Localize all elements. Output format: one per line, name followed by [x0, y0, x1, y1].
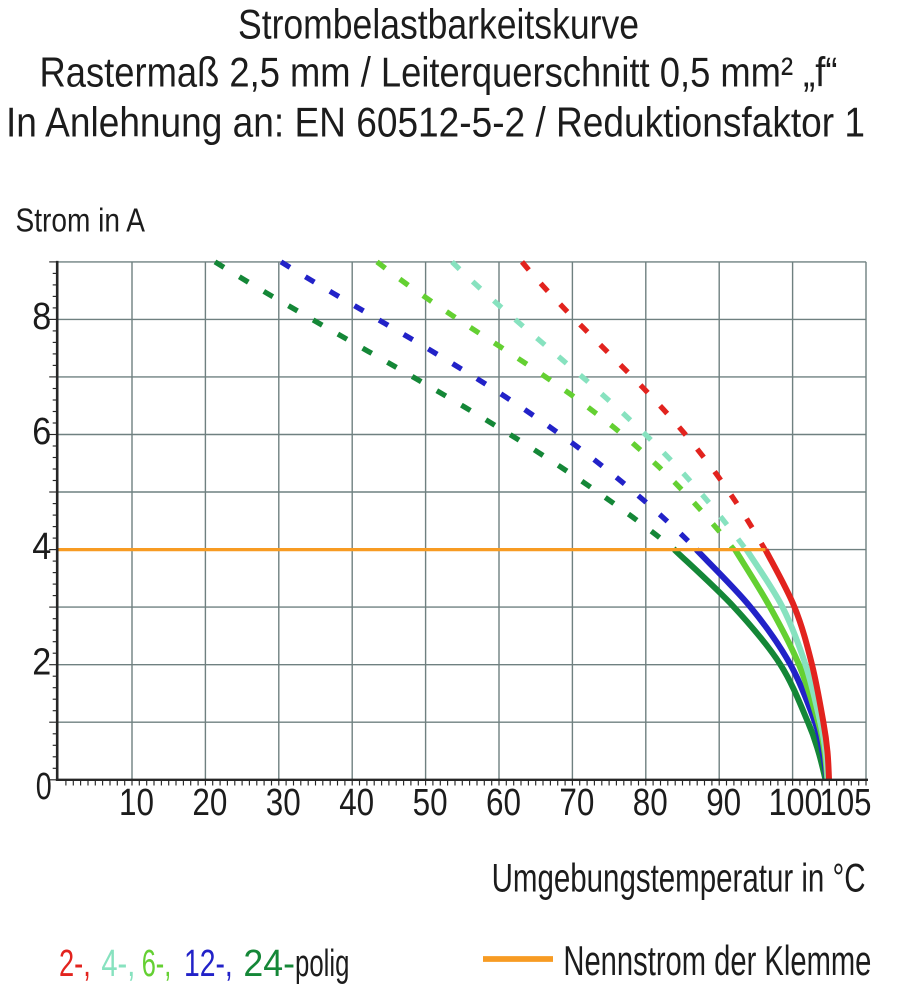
svg-text:Nennstrom der Klemme: Nennstrom der Klemme — [563, 937, 871, 984]
svg-text:100: 100 — [769, 782, 823, 824]
svg-text:8: 8 — [32, 296, 51, 338]
svg-text:6-,: 6-, — [142, 943, 172, 985]
svg-text:polig: polig — [295, 943, 349, 985]
svg-text:20: 20 — [192, 782, 227, 824]
svg-text:105: 105 — [820, 782, 872, 824]
svg-text:60: 60 — [486, 782, 521, 824]
svg-text:70: 70 — [559, 782, 594, 824]
svg-text:30: 30 — [266, 782, 301, 824]
svg-text:12-,: 12-, — [184, 943, 233, 985]
svg-text:90: 90 — [706, 782, 741, 824]
svg-text:10: 10 — [119, 782, 154, 824]
svg-text:50: 50 — [413, 782, 448, 824]
svg-text:24-: 24- — [243, 943, 295, 985]
svg-text:Rastermaß 2,5 mm / Leiterquers: Rastermaß 2,5 mm / Leiterquerschnitt 0,5… — [40, 49, 838, 96]
svg-text:80: 80 — [633, 782, 668, 824]
svg-text:2: 2 — [32, 641, 51, 683]
svg-text:4: 4 — [32, 526, 51, 568]
svg-text:Strom in A: Strom in A — [16, 202, 146, 239]
svg-text:2-,: 2-, — [59, 943, 91, 985]
svg-text:In Anlehnung an: EN 60512-5-2: In Anlehnung an: EN 60512-5-2 / Reduktio… — [6, 99, 865, 146]
svg-text:Strombelastbarkeitskurve: Strombelastbarkeitskurve — [238, 1, 639, 48]
svg-text:6: 6 — [32, 411, 51, 453]
svg-text:0: 0 — [36, 766, 52, 808]
svg-text:Umgebungstemperatur in °C: Umgebungstemperatur in °C — [492, 857, 866, 901]
svg-text:40: 40 — [339, 782, 374, 824]
svg-text:4-,: 4-, — [101, 943, 135, 985]
